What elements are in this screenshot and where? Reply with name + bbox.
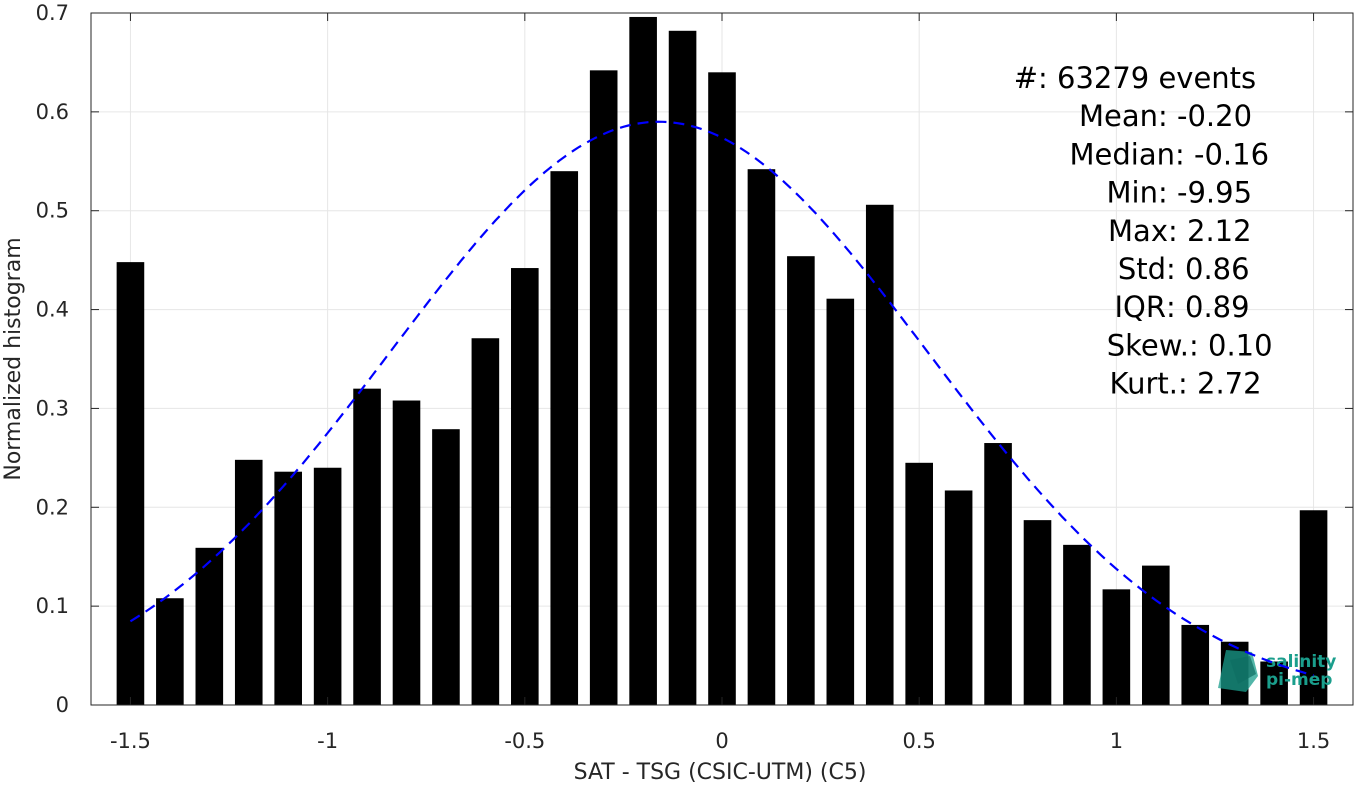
- histogram-bar: [195, 547, 224, 705]
- histogram-bar: [1142, 565, 1170, 705]
- histogram-bar: [629, 16, 657, 706]
- x-tick-label: 0.5: [902, 729, 935, 753]
- y-tick-label: 0.5: [36, 199, 69, 223]
- histogram-bar: [353, 388, 381, 705]
- x-axis-title: SAT - TSG (CSIC-UTM) (C5): [574, 760, 867, 785]
- histogram-bar: [668, 30, 697, 705]
- stat-value: : 0.10: [1189, 328, 1273, 362]
- stat-value: : 2.12: [1168, 214, 1252, 248]
- y-tick-label: 0.2: [36, 495, 69, 519]
- statistics-panel: # : 63279 events Mean : -0.20 Median : -0.…: [1014, 61, 1273, 401]
- y-axis-title: Normalized histogram: [1, 237, 26, 480]
- stat-value: : 0.86: [1166, 252, 1250, 286]
- x-tick-label: -1.5: [110, 729, 151, 753]
- gaussian-fit-curve: [129, 120, 1314, 677]
- y-tick-label: 0.4: [36, 298, 69, 322]
- histogram-bar: [511, 268, 539, 705]
- histogram-bar: [984, 443, 1012, 705]
- stat-label: Median: [1070, 137, 1175, 171]
- histogram-bar: [550, 171, 579, 705]
- histogram-bar: [432, 429, 460, 705]
- stat-value: : 2.72: [1178, 367, 1262, 401]
- x-tick-label: -0.5: [504, 729, 545, 753]
- histogram-bar: [905, 462, 933, 705]
- histogram-bar: [1181, 624, 1210, 705]
- histogram-bar: [471, 338, 500, 705]
- histogram-bar: [274, 471, 302, 705]
- watermark-line1: salinity: [1266, 652, 1336, 672]
- histogram-bar: [1023, 520, 1052, 705]
- y-tick-label: 0.6: [36, 100, 69, 124]
- stat-value: : 0.89: [1166, 290, 1250, 324]
- stat-label: Mean: [1079, 99, 1158, 133]
- x-tick-label: 1.5: [1297, 729, 1330, 753]
- x-tick-label: 1: [1110, 729, 1123, 753]
- stat-label: Std: [1118, 252, 1166, 286]
- stat-label: Kurt.: [1110, 367, 1178, 401]
- stat-value: : -0.16: [1175, 137, 1269, 171]
- stat-value: : -9.95: [1158, 176, 1252, 210]
- watermark-line2: pi-mep: [1266, 670, 1332, 690]
- stat-label: Skew.: [1107, 328, 1189, 362]
- stat-label: Max: [1108, 214, 1168, 248]
- x-tick-label: -1: [317, 729, 338, 753]
- histogram-bar: [1102, 589, 1131, 705]
- x-tick-labels: -1.5 -1 -0.5 0 0.5 1 1.5: [110, 729, 1330, 753]
- histogram-bar: [313, 467, 342, 705]
- x-tick-label: 0: [715, 729, 728, 753]
- stat-value: : 63279 events: [1038, 61, 1256, 95]
- y-tick-label: 0.3: [36, 396, 69, 420]
- histogram-bar: [944, 490, 973, 705]
- salinity-pi-mep-logo: salinity pi-mep: [1218, 650, 1336, 692]
- histogram-bar: [1260, 661, 1288, 705]
- histogram-bar: [116, 262, 145, 705]
- histogram-bar: [865, 204, 894, 706]
- histogram-bar: [589, 70, 618, 705]
- y-tick-label: 0.7: [36, 1, 69, 25]
- y-tick-label: 0.1: [36, 594, 69, 618]
- bars: [116, 16, 1328, 706]
- histogram-bar: [1063, 544, 1091, 705]
- histogram-bar: [234, 459, 263, 705]
- y-tick-labels: 0 0.1 0.2 0.3 0.4 0.5 0.6 0.7: [36, 1, 69, 717]
- histogram-bar: [392, 400, 421, 705]
- histogram-bar: [747, 169, 776, 706]
- stat-value: : -0.20: [1158, 99, 1252, 133]
- histogram-bar: [708, 72, 736, 706]
- stat-label: #: [1014, 61, 1038, 95]
- histogram-bar: [787, 256, 815, 705]
- y-tick-label: 0: [56, 693, 69, 717]
- stat-label: IQR: [1114, 290, 1166, 324]
- histogram-bar: [156, 598, 184, 705]
- axis-ticks: [91, 12, 1353, 706]
- stat-label: Min: [1107, 176, 1158, 210]
- histogram-bar: [826, 298, 855, 705]
